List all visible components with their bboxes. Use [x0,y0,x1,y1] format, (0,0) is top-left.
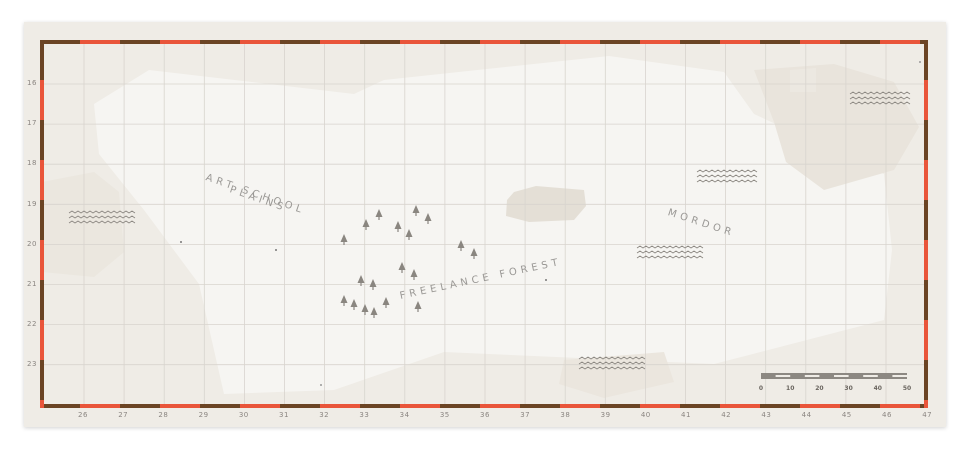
longitude-label: 45 [841,411,852,419]
longitude-label: 40 [640,411,651,419]
pine-tree-icon [398,262,406,273]
pine-tree-icon [340,295,348,306]
scale-bar-label: 50 [903,385,911,392]
pine-tree-icon [394,221,402,232]
longitude-label: 30 [238,411,249,419]
longitude-label: 47 [922,411,933,419]
west-lowland [42,172,124,277]
map-frame [40,40,928,408]
map-paper: 0 10 20 30 40 50 16 17 18 19 20 21 22 23 26 27 28 29 30 3… [24,22,946,427]
scale-bar-label: 40 [874,385,882,392]
longitude-label: 28 [158,411,169,419]
latitude-label: 21 [27,280,37,288]
longitude-label: 42 [721,411,732,419]
pine-tree-icon [375,209,383,220]
pine-tree-icon [457,240,465,251]
main-landmass [94,56,892,394]
longitude-label: 35 [439,411,450,419]
freelance-forest-trees [340,205,478,318]
latitude-label: 23 [27,360,37,369]
longitude-label: 39 [600,411,611,419]
pine-tree-icon [340,234,348,245]
northeast-highland [754,64,919,190]
longitude-label: 38 [560,411,571,419]
longitude-label: 41 [681,411,691,419]
small-island [790,68,816,92]
longitude-label: 36 [480,411,490,419]
longitude-label: 27 [118,411,129,419]
pine-tree-icon [424,213,432,224]
longitude-label: 26 [78,411,88,419]
latitude-label: 22 [27,320,37,329]
pine-tree-icon [370,307,378,318]
wave-lines-icon [578,356,646,370]
scale-bar-label: 30 [844,385,852,392]
pine-tree-icon [410,269,418,280]
longitude-label: 33 [359,411,370,419]
scale-bar-label: 10 [786,385,794,392]
longitude-label: 46 [882,411,892,419]
longitude-label: 29 [198,411,209,419]
water-markers [68,91,911,370]
latitude-label: 18 [27,159,37,168]
longitude-label: 32 [319,411,330,419]
wave-lines-icon [849,91,911,105]
longitude-label: 44 [801,411,812,419]
wave-lines-icon [636,245,704,259]
pine-tree-icon [362,219,370,230]
latitude-label: 17 [27,119,37,128]
longitude-label: 34 [399,411,410,419]
pine-tree-icon [357,275,365,286]
pine-tree-icon [369,279,377,290]
longitude-label: 31 [279,411,289,419]
scale-bar-label: 0 [759,385,763,392]
pine-tree-icon [470,248,478,259]
pine-tree-icon [361,304,369,315]
longitude-label: 43 [761,411,772,419]
latitude-label: 19 [27,199,37,208]
scale-bar-label: 20 [815,385,823,392]
wave-lines-icon [696,169,758,183]
pine-tree-icon [350,299,358,310]
wave-lines-icon [68,210,136,224]
longitude-label: 37 [520,411,531,419]
pine-tree-icon [405,229,413,240]
pine-tree-icon [414,301,422,312]
scale-bar: 0 10 20 30 40 50 [759,373,911,392]
latitude-label: 16 [27,79,37,87]
pine-tree-icon [412,205,420,216]
pine-tree-icon [382,297,390,308]
latitude-label: 20 [27,239,37,248]
map-canvas: 0 10 20 30 40 50 [40,40,928,408]
